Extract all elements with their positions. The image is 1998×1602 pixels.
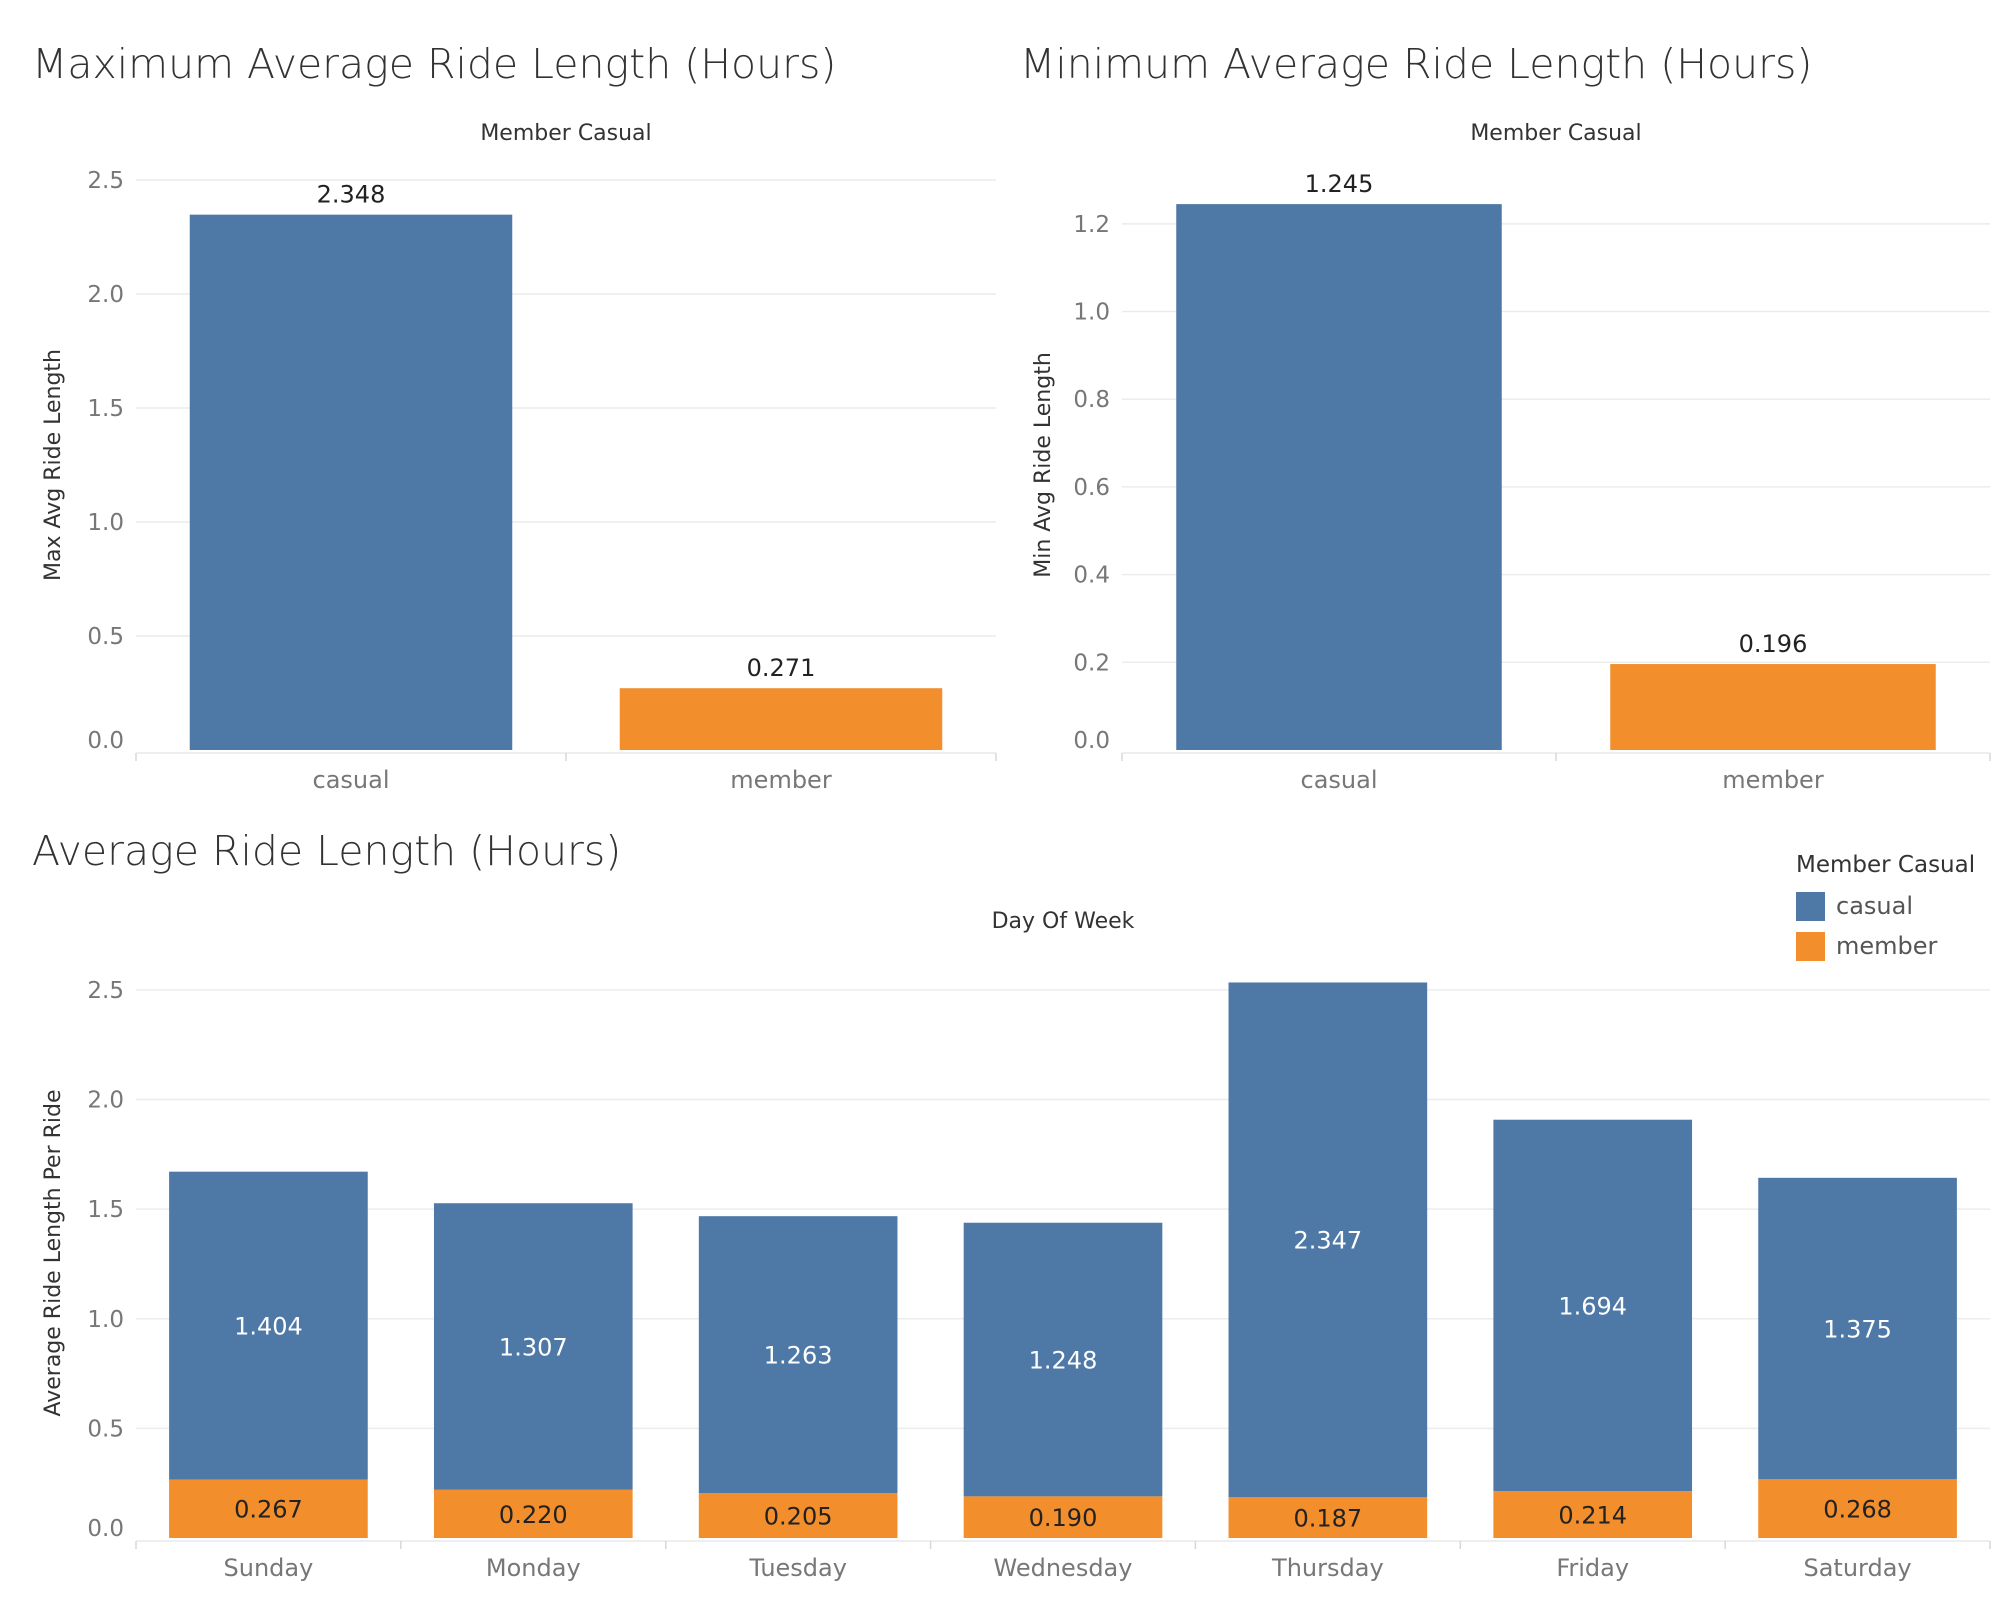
legend-label-casual: casual: [1836, 892, 1913, 920]
avg-label-casual-thursday: 2.347: [1293, 1227, 1362, 1255]
avg-label-casual-saturday: 1.375: [1823, 1316, 1892, 1344]
avg-bar-casual-tuesday: [698, 1216, 898, 1494]
avg-chart-title: Average Ride Length (Hours): [32, 827, 622, 875]
max-label-casual: 2.348: [317, 181, 386, 209]
min-ytick-label: 0.6: [1073, 475, 1110, 501]
avg-bar-casual-thursday: [1228, 982, 1428, 1498]
avg-bar-member-sunday: [169, 1479, 368, 1538]
avg-label-casual-wednesday: 1.248: [1029, 1347, 1098, 1375]
avg-bar-member-saturday: [1758, 1479, 1957, 1538]
legend-item-member[interactable]: member: [1796, 926, 1975, 966]
legend-title: Member Casual: [1796, 852, 1976, 878]
legend-item-casual[interactable]: casual: [1796, 886, 1975, 926]
avg-ytick-label: 2.5: [87, 978, 124, 1004]
avg-header: Day Of Week: [992, 909, 1135, 934]
min-bar-casual: [1176, 204, 1502, 751]
min-ytick-label: 0.2: [1073, 650, 1110, 676]
max-ytick-label: 0.5: [87, 624, 124, 650]
max-xtick-casual: casual: [313, 766, 390, 794]
min-label-casual: 1.245: [1305, 170, 1374, 198]
max-xtick-member: member: [730, 766, 832, 794]
min-xtick-casual: casual: [1301, 766, 1378, 794]
legend: Member Casual casual member: [1796, 852, 1975, 966]
avg-ytick-label: 0.0: [87, 1516, 124, 1542]
avg-label-member-friday: 0.214: [1558, 1502, 1627, 1530]
max-ytick-label: 0.0: [87, 728, 124, 754]
avg-xtick-thursday: Thursday: [1271, 1554, 1384, 1582]
min-ytick-label: 1.2: [1073, 212, 1110, 238]
max-ytick-label: 2.0: [87, 282, 124, 308]
min-ytick-label: 0.0: [1073, 728, 1110, 754]
min-header: Member Casual: [1470, 121, 1641, 146]
max-ride-length-svg: Member Casual Max Avg Ride Length 0.0 0.5 1.…: [41, 121, 997, 794]
avg-label-member-monday: 0.220: [499, 1501, 568, 1529]
max-ylabel: Max Avg Ride Length: [41, 349, 66, 581]
max-label-member: 0.271: [747, 654, 816, 682]
avg-ride-length-chart: Day Of Week Average Ride Length Per Ride 0…: [0, 888, 1998, 1598]
avg-label-member-tuesday: 0.205: [764, 1503, 833, 1531]
max-ytick-label: 1.0: [87, 510, 124, 536]
max-ride-length-chart: Member Casual Max Avg Ride Length 0.0 0.5 1.…: [0, 100, 1000, 800]
legend-swatch-member: [1796, 931, 1825, 961]
avg-bar-member-wednesday: [963, 1496, 1163, 1538]
avg-label-casual-sunday: 1.404: [234, 1313, 303, 1341]
max-ytick-label: 1.5: [87, 396, 124, 422]
max-header: Member Casual: [480, 121, 651, 146]
avg-ylabel: Average Ride Length Per Ride: [41, 1089, 66, 1416]
min-ytick-label: 0.8: [1073, 387, 1110, 413]
avg-bar-casual-monday: [433, 1203, 633, 1490]
avg-label-member-thursday: 0.187: [1293, 1505, 1362, 1533]
min-xtick-member: member: [1722, 766, 1824, 794]
avg-ytick-label: 1.0: [87, 1307, 124, 1333]
min-label-member: 0.196: [1739, 630, 1808, 658]
avg-xtick-monday: Monday: [486, 1554, 581, 1582]
min-ride-length-svg: Member Casual Min Avg Ride Length 0.0 0.2 0.…: [1031, 121, 1991, 794]
avg-bar-casual-sunday: [169, 1171, 368, 1480]
avg-bar-casual-saturday: [1758, 1177, 1957, 1480]
legend-swatch-casual: [1796, 891, 1825, 921]
min-ride-length-chart: Member Casual Min Avg Ride Length 0.0 0.2 0.…: [990, 100, 1998, 800]
avg-xtick-friday: Friday: [1556, 1554, 1629, 1582]
avg-ytick-label: 1.5: [87, 1197, 124, 1223]
avg-label-casual-friday: 1.694: [1558, 1292, 1627, 1320]
avg-xtick-tuesday: Tuesday: [748, 1554, 847, 1582]
avg-bar-casual-friday: [1493, 1119, 1693, 1492]
avg-xtick-saturday: Saturday: [1803, 1554, 1911, 1582]
avg-label-casual-tuesday: 1.263: [764, 1342, 833, 1370]
legend-label-member: member: [1836, 932, 1938, 960]
avg-xtick-wednesday: Wednesday: [994, 1554, 1133, 1582]
min-chart-title: Minimum Average Ride Length (Hours): [1020, 40, 1813, 88]
avg-ytick-label: 2.0: [87, 1088, 124, 1114]
avg-bar-member-tuesday: [698, 1493, 898, 1538]
min-ytick-label: 1.0: [1073, 300, 1110, 326]
avg-ytick-label: 0.5: [87, 1416, 124, 1442]
min-ytick-label: 0.4: [1073, 563, 1110, 589]
avg-label-member-wednesday: 0.190: [1029, 1504, 1098, 1532]
avg-bar-casual-wednesday: [963, 1222, 1163, 1497]
min-bar-member: [1610, 664, 1936, 750]
min-ylabel: Min Avg Ride Length: [1031, 352, 1056, 578]
max-chart-title: Maximum Average Ride Length (Hours): [32, 40, 837, 88]
avg-xtick-sunday: Sunday: [224, 1554, 314, 1582]
avg-bar-member-monday: [433, 1489, 633, 1538]
avg-bar-member-friday: [1493, 1491, 1693, 1538]
max-bar-member: [619, 688, 943, 750]
avg-ride-length-svg: Day Of Week Average Ride Length Per Ride 0…: [41, 909, 1991, 1582]
avg-label-casual-monday: 1.307: [499, 1334, 568, 1362]
avg-label-member-saturday: 0.268: [1823, 1496, 1892, 1524]
max-ytick-label: 2.5: [87, 168, 124, 194]
avg-bar-member-thursday: [1228, 1497, 1428, 1538]
avg-label-member-sunday: 0.267: [234, 1496, 303, 1524]
max-bar-casual: [189, 214, 513, 750]
